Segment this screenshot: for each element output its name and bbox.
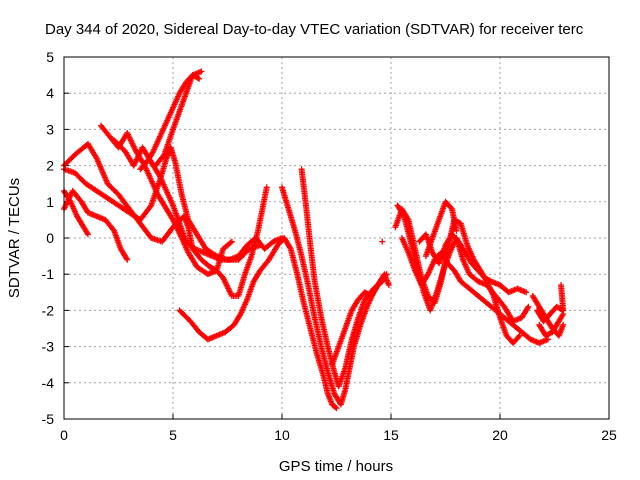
data-point [147,203,154,210]
series-track-2 [61,187,131,263]
series-track-7 [137,72,203,173]
data-point [227,239,234,246]
x-tick-label: 20 [492,427,508,443]
y-tick-label: -2 [42,302,55,318]
series-track-15 [394,202,532,325]
series-track-12 [329,271,392,368]
data-point [228,238,235,245]
y-axis-label: SDTVAR / TECUs [6,178,23,298]
x-tick-label: 25 [601,427,617,443]
y-tick-label: 3 [46,121,54,137]
grid [63,56,610,420]
y-tick-label: 4 [46,85,54,101]
data-point [194,74,201,81]
y-tick-label: 2 [46,158,54,174]
x-tick-label: 5 [169,427,177,443]
series-track-9 [176,235,340,412]
chart-title: Day 344 of 2020, Sidereal Day-to-day VTE… [45,21,584,38]
x-axis-label: GPS time / hours [279,458,393,475]
y-tick-label: 1 [46,194,54,210]
data-point [196,75,203,82]
data-point [379,238,386,245]
data-point [385,282,392,289]
series-track-8 [152,68,205,169]
y-tick-label: 5 [46,49,54,65]
y-tick-label: 0 [46,230,54,246]
data-point [332,404,339,411]
series-track-5 [98,122,235,278]
y-tick-label: -4 [42,375,55,391]
series-track-13 [379,238,386,245]
y-tick-label: -3 [42,339,55,355]
data-point [333,405,340,412]
data-marks [61,68,567,412]
data-point [263,184,270,191]
series-track-11 [298,166,386,390]
data-point [124,256,131,263]
data-point [198,68,205,75]
data-point [84,231,91,238]
series-track-10 [279,184,390,408]
x-tick-label: 0 [60,427,68,443]
x-tick-label: 15 [383,427,399,443]
x-tick-label: 10 [274,427,290,443]
series-track-6 [111,137,285,263]
y-tick-label: -1 [42,266,55,282]
tick-labels: 0 5 10 15 20 25 -5 -4 -3 -2 -1 0 1 2 3 4 5 [42,49,617,443]
y-tick-label: -5 [42,411,55,427]
